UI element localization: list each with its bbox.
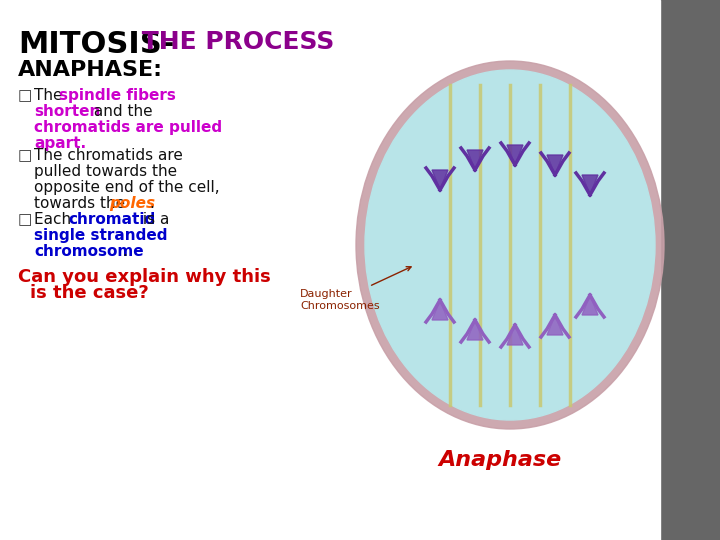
Text: chromatids are pulled: chromatids are pulled <box>34 120 222 135</box>
Polygon shape <box>547 315 563 335</box>
Text: is a: is a <box>138 212 169 227</box>
Text: Can you explain why this: Can you explain why this <box>18 268 271 286</box>
Text: shorten: shorten <box>34 104 100 119</box>
Polygon shape <box>432 300 448 320</box>
Text: chromatid: chromatid <box>68 212 156 227</box>
Ellipse shape <box>356 61 664 429</box>
Polygon shape <box>547 155 563 175</box>
Text: The: The <box>34 88 68 103</box>
Text: .: . <box>122 244 127 259</box>
Text: single stranded: single stranded <box>34 228 168 243</box>
Text: chromosome: chromosome <box>34 244 143 259</box>
Text: pulled towards the: pulled towards the <box>34 164 177 179</box>
Text: and the: and the <box>89 104 153 119</box>
Text: is the case?: is the case? <box>30 284 149 302</box>
Text: spindle fibers: spindle fibers <box>59 88 176 103</box>
Polygon shape <box>507 145 523 165</box>
Text: □: □ <box>18 88 32 103</box>
Text: Anaphase: Anaphase <box>438 450 562 470</box>
Polygon shape <box>467 320 483 340</box>
Text: .: . <box>149 196 154 211</box>
Text: Daughter
Chromosomes: Daughter Chromosomes <box>300 267 411 311</box>
Polygon shape <box>467 150 483 170</box>
Ellipse shape <box>365 70 655 420</box>
Text: ANAPHASE:: ANAPHASE: <box>18 60 163 80</box>
Text: THE PROCESS: THE PROCESS <box>133 30 334 54</box>
Text: MITOSIS-: MITOSIS- <box>18 30 174 59</box>
Text: □: □ <box>18 212 32 227</box>
Polygon shape <box>582 295 598 315</box>
Text: The chromatids are: The chromatids are <box>34 148 183 163</box>
Polygon shape <box>507 325 523 345</box>
Text: towards the: towards the <box>34 196 130 211</box>
Polygon shape <box>582 175 598 195</box>
Text: opposite end of the cell,: opposite end of the cell, <box>34 180 220 195</box>
Polygon shape <box>432 170 448 190</box>
Text: poles: poles <box>109 196 155 211</box>
Text: □: □ <box>18 148 32 163</box>
Text: Each: Each <box>34 212 76 227</box>
Text: apart.: apart. <box>34 136 86 151</box>
Bar <box>660 0 720 540</box>
